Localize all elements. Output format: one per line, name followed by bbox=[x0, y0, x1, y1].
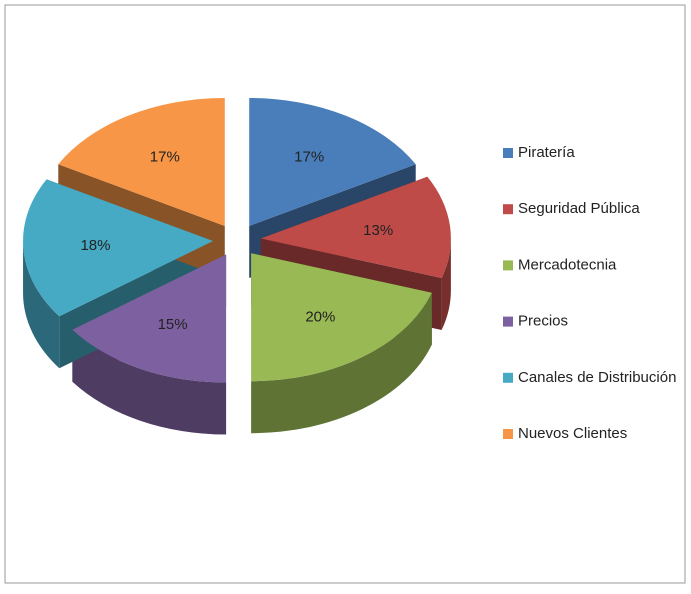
legend-label: Seguridad Pública bbox=[518, 200, 640, 217]
slice-wall bbox=[441, 238, 451, 331]
slice bbox=[58, 97, 225, 226]
slice bbox=[251, 253, 432, 382]
legend-swatch bbox=[503, 260, 513, 271]
slice-wall bbox=[23, 241, 60, 369]
data-label: 17% bbox=[294, 149, 324, 166]
data-label: 15% bbox=[158, 316, 188, 333]
slice bbox=[23, 179, 214, 317]
legend-label: Mercadotecnia bbox=[518, 256, 617, 273]
data-label: 20% bbox=[305, 308, 335, 325]
slice-wall bbox=[72, 329, 227, 435]
slice bbox=[249, 97, 416, 226]
legend-label: Canales de Distribución bbox=[518, 369, 676, 386]
legend-swatch bbox=[503, 148, 513, 158]
legend-label: Piratería bbox=[518, 144, 575, 161]
legend-swatch bbox=[503, 204, 513, 215]
slice bbox=[72, 254, 227, 383]
legend-swatch bbox=[503, 429, 513, 439]
legend-swatch bbox=[503, 316, 513, 327]
legend-label: Precios bbox=[518, 313, 568, 330]
data-label: 18% bbox=[80, 237, 110, 254]
slice bbox=[260, 176, 451, 279]
data-label: 17% bbox=[150, 149, 180, 166]
slice-wall bbox=[251, 292, 432, 434]
legend-label: Nuevos Clientes bbox=[518, 425, 627, 442]
data-label: 13% bbox=[363, 222, 393, 239]
legend-swatch bbox=[503, 372, 513, 383]
